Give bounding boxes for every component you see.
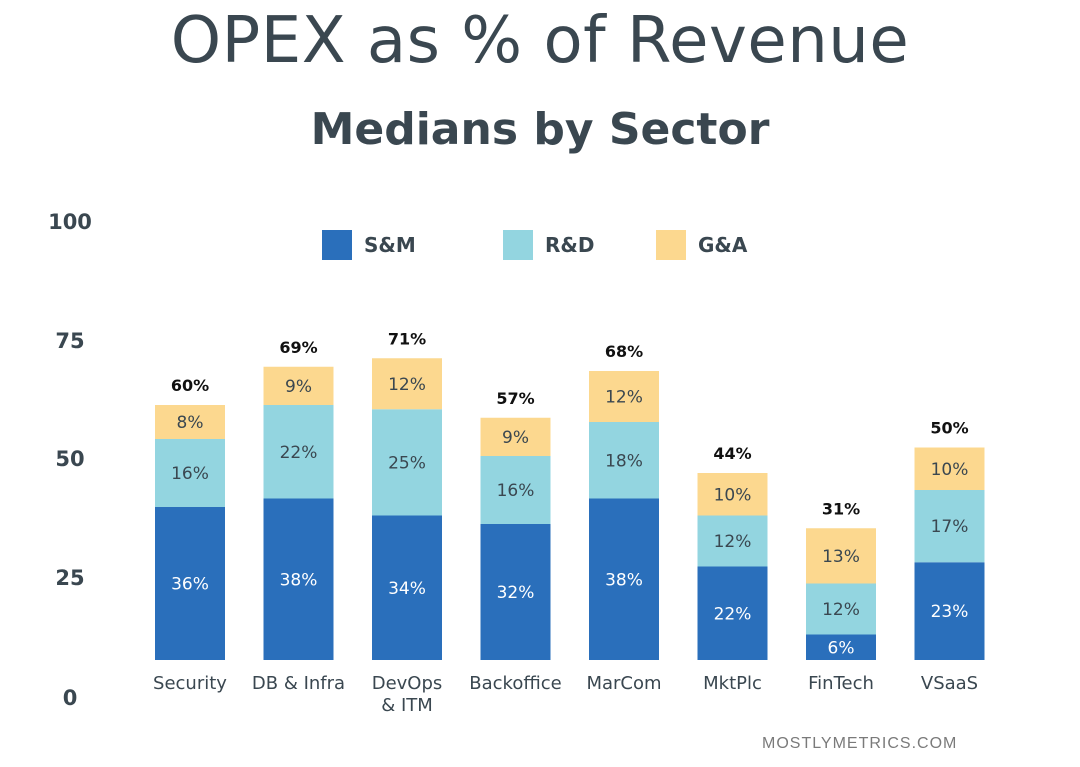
segment-value-label: 36% [171,575,209,595]
y-tick-label: 25 [55,566,84,590]
legend-swatch [322,230,352,260]
bar-segment [263,498,334,660]
segment-value-label: 17% [931,517,969,537]
segment-value-label: 38% [605,570,643,590]
x-tick-label: MktPlc [703,673,762,694]
bar-stack: 38% 18% 12% 68% [589,342,659,660]
bar-stack: 38% 22% 9% 69% [263,338,334,660]
total-label: 71% [388,329,426,348]
legend-swatch [656,230,686,260]
segment-value-label: 22% [280,443,318,463]
bar-segment [480,456,551,524]
x-tick-label: Security [153,673,227,694]
x-tick-label: MarCom [586,673,661,694]
chart-title: OPEX as % of Revenue [170,4,910,78]
bar-segment [914,562,985,660]
bar-stack: 23% 17% 10% 50% [914,419,985,660]
x-axis: Security DB & Infra DevOps & ITM Backoffice M… [153,673,978,716]
segment-value-label: 13% [822,547,860,567]
segment-value-label: 12% [388,375,426,395]
legend-swatch [503,230,533,260]
segment-value-label: 25% [388,453,426,473]
total-label: 31% [822,499,860,518]
bar-stack: 36% 16% 8% 60% [155,376,225,660]
bar-segment [914,447,985,490]
segment-value-label: 16% [497,481,535,501]
segment-value-label: 38% [280,570,318,590]
bar-segment [372,358,442,410]
bar-segment [806,583,876,635]
total-label: 69% [279,338,317,357]
bar-segment [372,409,442,516]
bar-segment [697,473,768,516]
legend-label: G&A [698,233,748,257]
segment-value-label: 18% [605,451,643,471]
segment-value-label: 34% [388,579,426,599]
legend-item: R&D [503,230,594,260]
y-tick-label: 50 [55,447,84,471]
bar-stack: 32% 16% 9% 57% [480,389,551,660]
footer-credit: MOSTLYMETRICS.COM [762,735,958,752]
y-tick-label: 100 [48,210,92,234]
bar-segment [372,515,442,660]
legend-item: S&M [322,230,416,260]
segment-value-label: 22% [714,604,752,624]
segment-value-label: 23% [931,602,969,622]
y-tick-label: 75 [55,329,84,353]
bar-segment [806,634,876,660]
bar-stack: 22% 12% 10% 44% [697,444,768,660]
y-tick-label: 0 [63,686,78,710]
bar-stack: 34% 25% 12% 71% [372,329,442,660]
segment-value-label: 10% [931,460,969,480]
legend-label: R&D [545,233,594,257]
bar-segment [697,515,768,567]
segment-value-label: 10% [714,485,752,505]
total-label: 60% [171,376,209,395]
segment-value-label: 12% [714,532,752,552]
total-label: 50% [930,419,968,438]
segment-value-label: 12% [822,600,860,620]
total-label: 68% [605,342,643,361]
x-tick-label: Backoffice [469,673,561,694]
segment-value-label: 8% [177,413,204,433]
total-label: 44% [713,444,751,463]
bar-segment [697,566,768,660]
bar-segment [155,439,225,507]
segment-value-label: 12% [605,388,643,408]
segment-value-label: 9% [285,377,312,397]
segment-value-label: 32% [497,583,535,603]
bar-stack: 6% 12% 13% 31% [806,499,876,660]
y-axis: 0 25 50 75 100 [48,210,92,710]
segment-value-label: 6% [828,638,855,658]
bar-segment [589,498,659,660]
segment-value-label: 16% [171,464,209,484]
bar-segment [806,528,876,584]
bar-segment [263,366,334,405]
bars: 36% 16% 8% 60% 38% 22% 9% 69% 34% 25% 12% 71% 32% 16%… [155,329,985,660]
x-tick-label: FinTech [808,673,874,694]
bar-segment [155,507,225,660]
x-tick-label: VSaaS [921,673,978,694]
total-label: 57% [496,389,534,408]
x-tick-label: DB & Infra [252,673,345,694]
bar-segment [155,405,225,439]
bar-segment [263,405,334,499]
bar-segment [589,371,659,422]
legend-item: G&A [656,230,748,260]
chart-subtitle: Medians by Sector [310,104,770,155]
bar-segment [480,524,551,660]
bar-segment [480,417,551,456]
legend: S&M R&D G&A [322,230,748,260]
segment-value-label: 9% [502,428,529,448]
bar-segment [589,422,659,499]
bar-segment [914,490,985,563]
x-tick-label: DevOps & ITM [372,673,443,716]
legend-label: S&M [364,233,416,257]
